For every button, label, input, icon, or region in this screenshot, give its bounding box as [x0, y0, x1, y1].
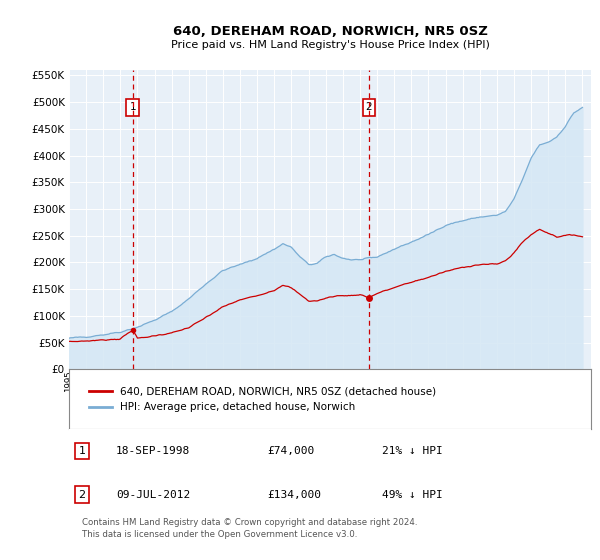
- Text: 49% ↓ HPI: 49% ↓ HPI: [382, 489, 443, 500]
- Text: £134,000: £134,000: [268, 489, 322, 500]
- Text: Price paid vs. HM Land Registry's House Price Index (HPI): Price paid vs. HM Land Registry's House …: [170, 40, 490, 50]
- Text: 2: 2: [366, 102, 373, 113]
- Text: £74,000: £74,000: [268, 446, 314, 456]
- Text: 18-SEP-1998: 18-SEP-1998: [116, 446, 190, 456]
- Text: 21% ↓ HPI: 21% ↓ HPI: [382, 446, 443, 456]
- Text: Contains HM Land Registry data © Crown copyright and database right 2024.
This d: Contains HM Land Registry data © Crown c…: [82, 518, 418, 539]
- Text: 2: 2: [79, 489, 86, 500]
- Text: 1: 1: [130, 102, 136, 113]
- Legend: 640, DEREHAM ROAD, NORWICH, NR5 0SZ (detached house), HPI: Average price, detach: 640, DEREHAM ROAD, NORWICH, NR5 0SZ (det…: [85, 382, 440, 417]
- Text: 640, DEREHAM ROAD, NORWICH, NR5 0SZ: 640, DEREHAM ROAD, NORWICH, NR5 0SZ: [173, 25, 487, 38]
- Text: 1: 1: [79, 446, 86, 456]
- Text: 09-JUL-2012: 09-JUL-2012: [116, 489, 190, 500]
